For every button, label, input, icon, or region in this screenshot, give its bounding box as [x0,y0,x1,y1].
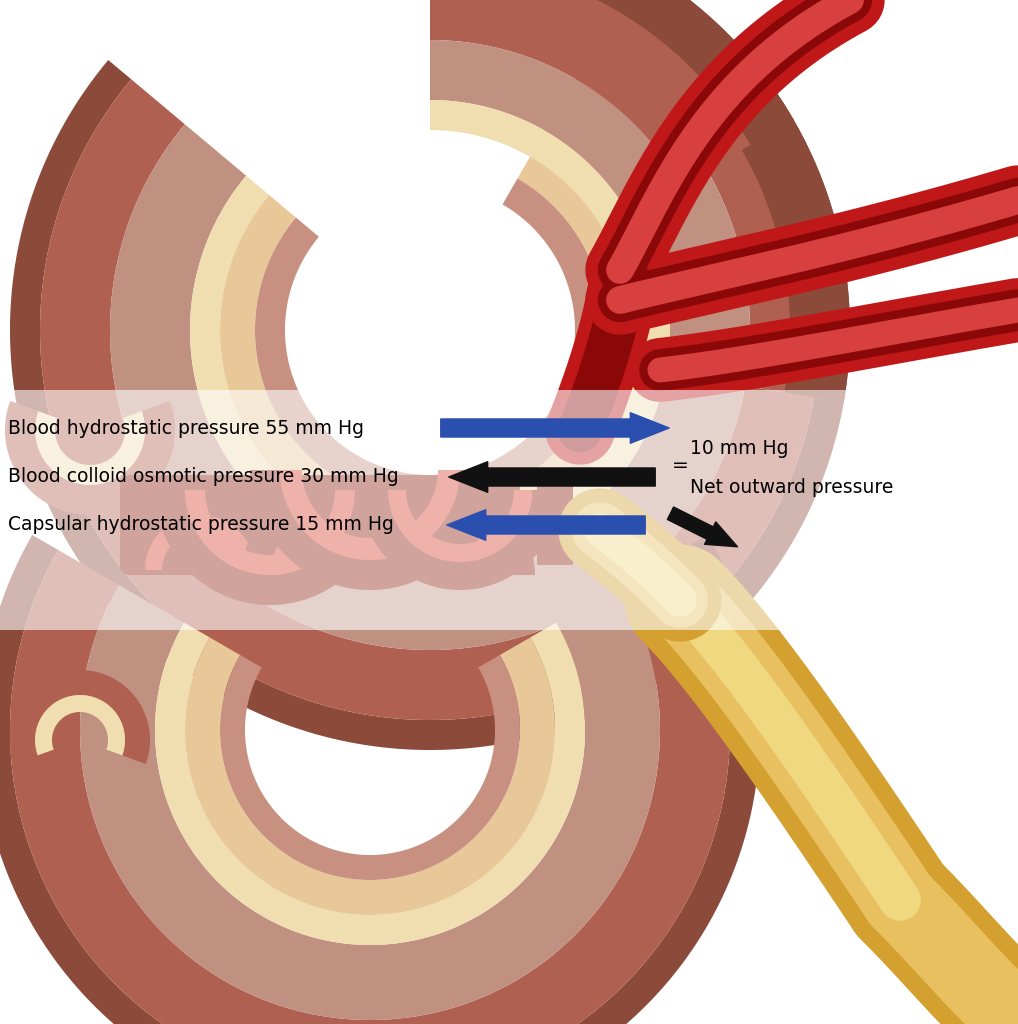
Text: Net outward pressure: Net outward pressure [690,478,894,497]
Polygon shape [254,217,603,505]
Polygon shape [535,122,670,372]
FancyBboxPatch shape [0,390,1018,630]
Polygon shape [80,585,660,1020]
Bar [302,475,338,555]
Text: 10 mm Hg: 10 mm Hg [690,439,789,458]
Polygon shape [517,148,640,367]
Polygon shape [360,490,560,590]
Polygon shape [240,490,420,580]
Polygon shape [550,53,750,386]
Polygon shape [10,60,844,750]
Polygon shape [430,0,750,185]
Text: Blood colloid osmotic pressure 30 mm Hg: Blood colloid osmotic pressure 30 mm Hg [8,468,399,486]
Polygon shape [280,470,460,560]
Polygon shape [250,470,490,590]
Polygon shape [185,638,555,915]
Polygon shape [10,670,150,764]
Polygon shape [0,535,760,1024]
Polygon shape [35,412,145,485]
Text: Capsular hydrostatic pressure 15 mm Hg: Capsular hydrostatic pressure 15 mm Hg [8,515,394,535]
Polygon shape [430,0,794,145]
Circle shape [600,250,660,310]
Polygon shape [430,40,681,215]
Polygon shape [430,100,629,230]
Polygon shape [220,195,637,540]
Text: =: = [672,456,689,474]
Polygon shape [155,623,585,945]
Polygon shape [410,525,510,575]
Polygon shape [5,401,175,515]
Circle shape [610,260,651,300]
Polygon shape [145,515,254,570]
Polygon shape [268,518,392,580]
Polygon shape [185,490,355,575]
Polygon shape [155,490,385,605]
Polygon shape [40,79,814,720]
Polygon shape [625,0,850,402]
Bar [538,485,573,565]
Bar [177,485,213,565]
Polygon shape [120,490,280,570]
FancyBboxPatch shape [120,475,520,575]
Polygon shape [35,695,125,756]
Polygon shape [385,500,535,575]
Polygon shape [357,0,850,402]
Polygon shape [10,550,730,1024]
Polygon shape [590,0,821,397]
Polygon shape [220,655,520,880]
Polygon shape [388,490,532,562]
Polygon shape [190,176,667,570]
Polygon shape [503,178,605,360]
Bar [442,485,478,565]
Polygon shape [110,124,745,650]
Text: Blood hydrostatic pressure 55 mm Hg: Blood hydrostatic pressure 55 mm Hg [8,419,364,437]
